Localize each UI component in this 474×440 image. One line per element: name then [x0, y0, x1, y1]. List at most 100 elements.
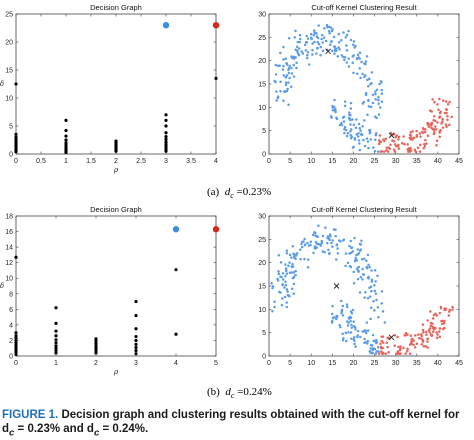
data-point-blue — [340, 308, 344, 312]
data-point — [134, 342, 138, 346]
data-point-blue — [373, 289, 377, 293]
data-point-blue — [325, 23, 329, 27]
data-point-blue — [368, 130, 372, 134]
subcaption-b: (b) dc =0.24% — [207, 386, 272, 400]
data-point-blue — [346, 131, 350, 135]
data-point-blue — [285, 61, 288, 65]
data-point-blue — [358, 249, 362, 252]
data-point-blue — [298, 33, 302, 37]
y-tick-label: 30 — [258, 12, 266, 19]
data-point-blue — [380, 92, 384, 95]
data-point-blue — [340, 121, 343, 125]
center-marker — [325, 48, 331, 55]
data-point-red — [407, 150, 410, 153]
data-point-red — [404, 333, 408, 337]
data-point-blue — [333, 45, 336, 48]
data-point-blue — [343, 58, 346, 62]
data-point-blue — [350, 326, 353, 329]
y-tick-label: 10 — [5, 96, 13, 103]
data-point-red — [435, 331, 438, 334]
data-point — [94, 348, 98, 353]
x-tick-label: 0 — [267, 158, 271, 165]
subcaption-a-sub: c — [230, 191, 234, 201]
data-point-blue — [349, 113, 352, 117]
data-point — [214, 76, 218, 80]
data-point-blue — [282, 64, 285, 68]
data-point-blue — [367, 105, 371, 108]
data-point-blue — [276, 277, 279, 281]
data-point-blue — [284, 274, 287, 278]
subcaption-a-label: (a) — [207, 186, 220, 198]
data-point-red — [432, 119, 435, 122]
data-point-blue — [354, 327, 357, 331]
data-point-blue — [315, 242, 319, 246]
data-point-red — [441, 99, 445, 102]
data-point-red — [386, 345, 389, 349]
data-point-red — [421, 328, 425, 332]
data-point-blue — [369, 317, 372, 321]
data-point-red — [418, 143, 422, 147]
data-point-red — [438, 311, 442, 315]
data-point-blue — [270, 281, 273, 285]
data-point-blue — [303, 237, 306, 241]
data-point-red — [380, 339, 383, 343]
data-point — [14, 334, 18, 338]
data-point-blue — [295, 61, 298, 65]
data-point-blue — [277, 272, 281, 276]
data-point-blue — [335, 117, 339, 121]
caption-math-1: c — [9, 427, 15, 439]
data-point-blue — [290, 55, 293, 58]
data-point-blue — [284, 81, 288, 85]
data-point-red — [433, 131, 436, 135]
data-point-red — [431, 98, 434, 101]
data-point-blue — [375, 131, 378, 135]
data-point-blue — [279, 89, 282, 93]
data-point-blue — [349, 118, 352, 122]
data-point-blue — [303, 243, 307, 247]
data-point-blue — [362, 273, 365, 276]
data-point-blue — [317, 43, 321, 46]
clustering-result-a: Cut-off Kernel Clustering Result 0 5 10 15 20… — [258, 3, 463, 165]
data-point-blue — [309, 32, 313, 36]
data-point-blue — [374, 352, 378, 355]
data-point-blue — [365, 266, 369, 270]
data-point-blue — [300, 245, 304, 249]
data-point — [54, 321, 58, 325]
data-point-red — [406, 143, 409, 146]
subcaption-a-var: d — [224, 186, 231, 198]
data-point-blue — [287, 264, 290, 268]
data-point-blue — [331, 316, 335, 320]
data-point-red — [381, 351, 385, 355]
data-point-blue — [328, 43, 332, 47]
data-point-red — [386, 150, 390, 153]
data-point-blue — [321, 250, 325, 253]
data-point-blue — [357, 265, 360, 269]
data-point-red — [423, 130, 427, 134]
data-point-blue — [333, 52, 336, 55]
data-point-blue — [344, 264, 347, 268]
data-point-blue — [298, 40, 301, 44]
data-point-blue — [290, 66, 293, 70]
data-point-blue — [375, 298, 378, 302]
data-point-blue — [290, 287, 294, 290]
data-point-red — [426, 319, 429, 322]
data-point-blue — [364, 329, 368, 333]
data-point-blue — [352, 282, 356, 285]
data-point-blue — [366, 253, 370, 257]
data-point-red — [432, 313, 436, 317]
data-point-blue — [366, 339, 370, 343]
data-point-blue — [356, 135, 360, 138]
data-point-blue — [312, 29, 316, 32]
data-point-red — [416, 333, 420, 336]
data-point-blue — [331, 109, 335, 112]
x-tick-label: 1 — [64, 158, 68, 165]
x-tick-label: 0 — [267, 360, 271, 367]
data-point-blue — [365, 259, 368, 263]
data-point-red — [427, 125, 431, 129]
data-point-blue — [292, 292, 296, 295]
x-tick-label: 0 — [14, 360, 18, 367]
data-point-blue — [367, 277, 370, 280]
data-point-blue — [372, 146, 375, 149]
y-tick-label: 0 — [9, 354, 13, 361]
data-point-blue — [296, 52, 300, 55]
